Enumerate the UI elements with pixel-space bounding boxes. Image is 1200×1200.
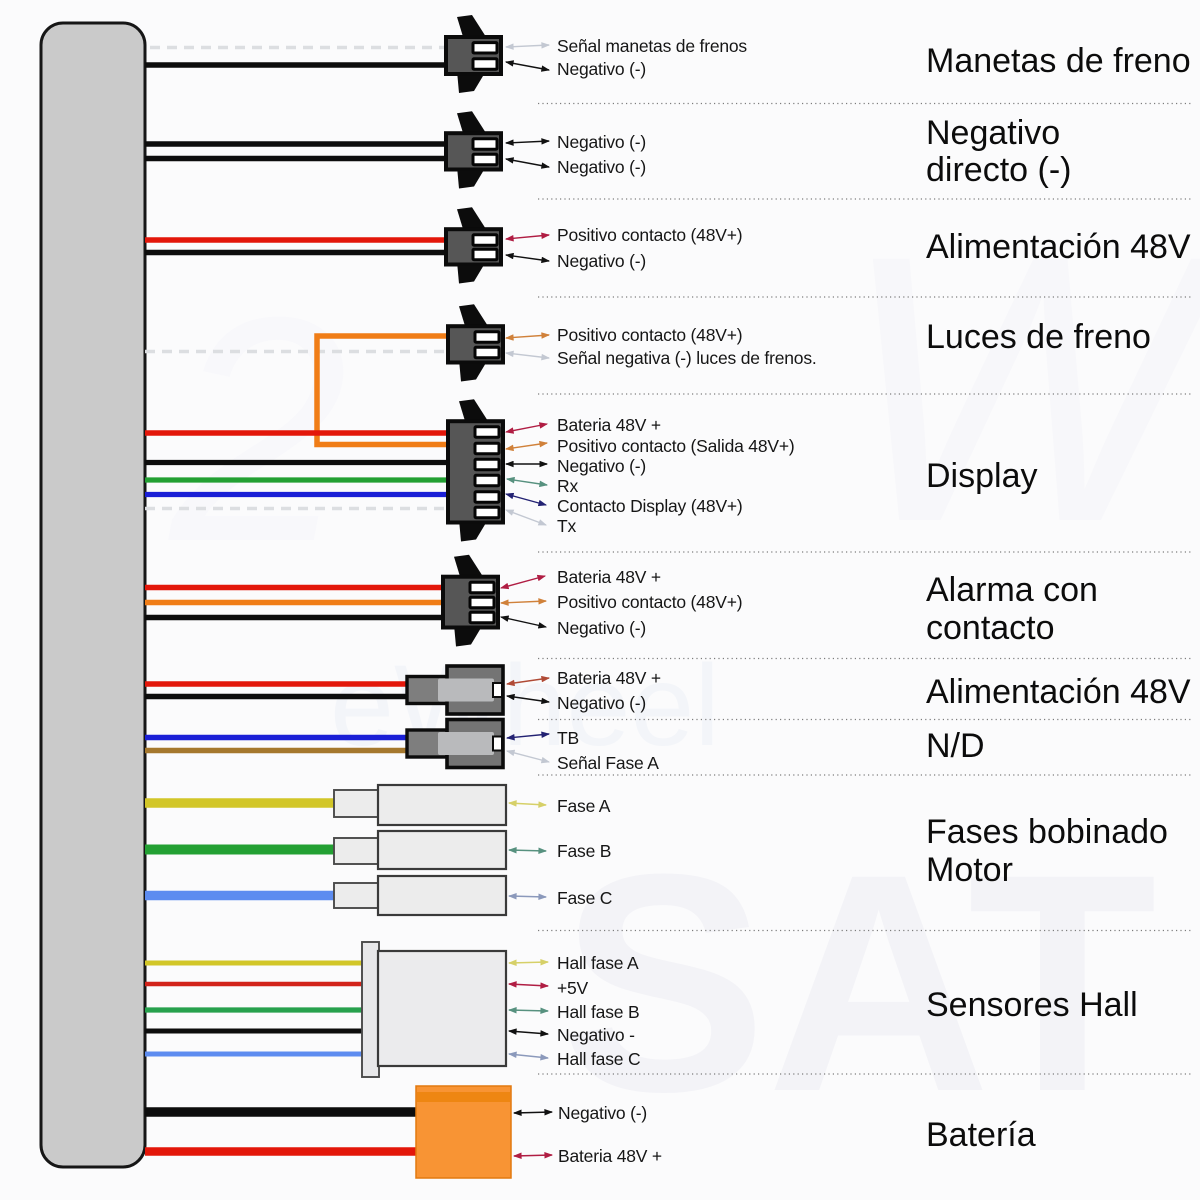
svg-text:2: 2 bbox=[165, 250, 348, 608]
svg-text:SAT: SAT bbox=[560, 809, 1157, 1156]
svg-text:W: W bbox=[840, 176, 1200, 601]
